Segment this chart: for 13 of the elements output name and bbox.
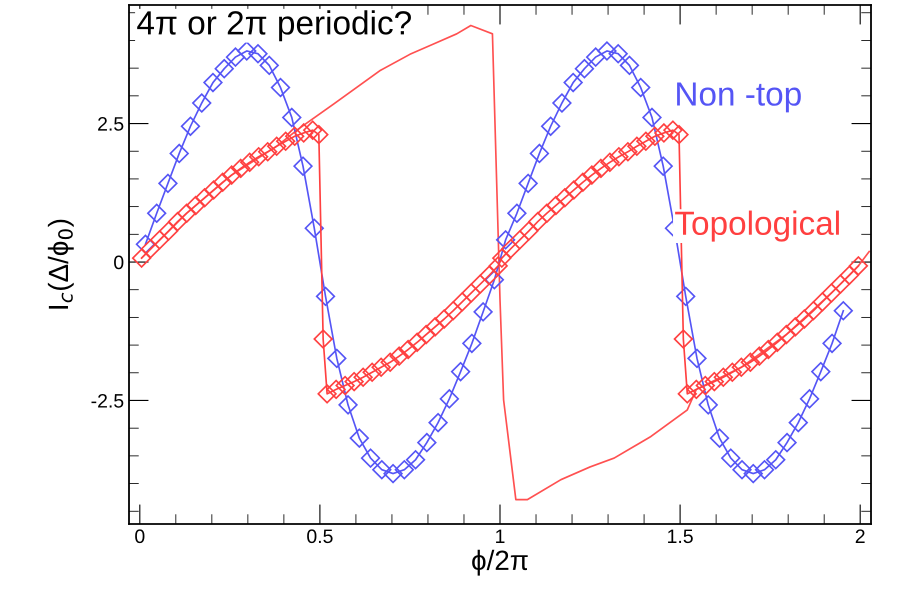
x-tick-label: 1 [496, 530, 504, 543]
series-label: Topological [675, 210, 839, 242]
annotation: 4π or 2π periodic? [137, 10, 411, 42]
y-tick-label: 2.5 [98, 117, 124, 131]
x-tick-label: 2 [856, 529, 865, 543]
x-tick-label: 0.5 [307, 529, 333, 544]
x-axis-title: ϕ/2π [472, 550, 528, 576]
x-tick-label: 1.5 [668, 530, 693, 544]
y-tick-label: 0 [114, 255, 124, 270]
series-label: Non -top [677, 82, 801, 112]
y-axis-title: I$_{c}$(Δ/ϕ$_{0}$) [48, 220, 74, 309]
x-tick-label: 0 [135, 529, 144, 544]
y-tick-label: -2.5 [92, 394, 124, 408]
